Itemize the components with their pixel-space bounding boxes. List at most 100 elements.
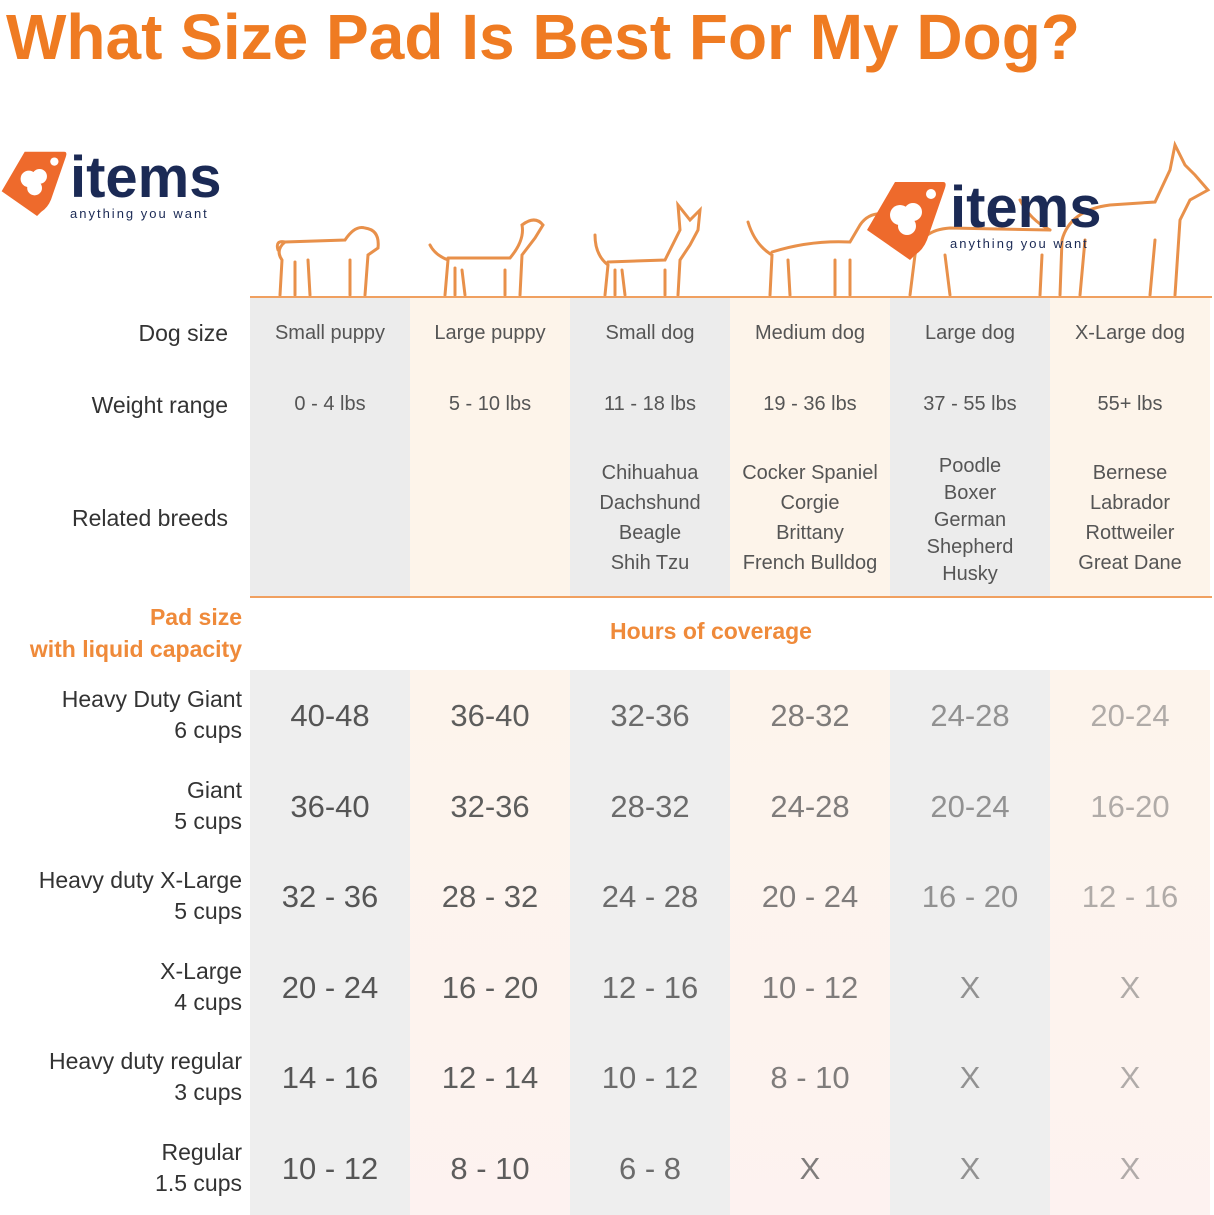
tag-logo-icon [1,151,67,216]
breed-name: Rottweiler [1085,522,1175,544]
breed-name: French Bulldog [742,552,878,574]
hours-value: X [1119,1060,1141,1095]
hours-header: Hours of coverage [610,618,812,644]
logo-word: items [70,145,222,210]
medium-dog-icon [746,212,892,297]
weight-value: 37 - 55 lbs [923,393,1017,415]
breed-name: Bernese [1092,462,1168,484]
column-bg [250,298,410,596]
pad-name: Heavy duty regular [48,1048,242,1074]
pad-name: Giant [187,776,242,803]
hours-value: 32 - 36 [281,879,379,914]
hours-value: 24-28 [770,788,850,824]
dog-size-value: Small dog [605,322,695,344]
column-bg [890,670,1050,1215]
logo-word: items [950,175,1102,240]
hours-value: 32-36 [610,698,690,733]
mid-divider [250,596,1212,598]
hours-value: 36-40 [290,788,370,824]
pad-label: Giant 5 cups [174,775,242,837]
hours-value: 12 - 16 [601,969,699,1005]
logo-tagline: anything you want [950,236,1089,251]
xlarge-dog-icon [1018,140,1211,297]
label-weight: Weight range [91,392,228,418]
hours-value: 6 - 8 [618,1150,682,1186]
hours-value: X [959,1150,981,1186]
breed-name: Shih Tzu [610,552,690,574]
weight-value: 11 - 18 lbs [604,393,696,415]
pad-label: X-Large 4 cups [160,956,242,1018]
hours-value: 32-36 [450,788,530,824]
tag-logo-icon [867,182,946,260]
dog-size-value: Small puppy [274,322,386,344]
top-divider [250,296,1212,298]
column-bg [730,670,890,1215]
column-bg [410,298,570,596]
hours-value: 16 - 20 [441,969,539,1005]
hours-value: 40-48 [290,698,370,733]
pad-cups: 5 cups [174,898,242,924]
page-title: What Size Pad Is Best For My Dog? [6,1,1080,73]
hours-value: 10 - 12 [601,1060,699,1095]
hours-value: 24 - 28 [601,879,699,914]
dog-size-value: Large puppy [434,322,546,344]
pad-cups: 6 cups [174,717,242,743]
dog-size-value: Large dog [924,322,1016,344]
hours-value: 36-40 [450,698,530,733]
column-bg [570,298,730,596]
hours-value: 20 - 24 [761,879,859,914]
label-dog-size: Dog size [138,320,228,346]
hours-value: 28-32 [610,788,690,824]
breed-name: Chihuahua [601,462,699,484]
hours-value: 20-24 [1090,698,1170,733]
weight-value: 19 - 36 lbs [763,393,857,415]
small-dog-icon [593,200,702,297]
column-bg [250,670,410,1215]
column-bg [410,670,570,1215]
pad-cups: 3 cups [174,1079,242,1105]
pad-name: X-Large [160,957,242,984]
hours-value: X [959,969,981,1005]
pad-label: Heavy duty X-Large 5 cups [39,865,242,927]
breed-name: Great Dane [1078,552,1182,574]
breed-name: Boxer [943,481,997,504]
pad-cups: 4 cups [174,988,242,1015]
breed-name: Labrador [1089,492,1171,514]
pad-name: Regular [161,1138,242,1165]
hours-value: 24-28 [930,698,1010,733]
pad-cups: 1.5 cups [155,1169,242,1196]
items-logo-bottom: items anything you want [0,145,222,221]
hours-value: 16 - 20 [921,879,1019,914]
hours-value: 10 - 12 [281,1150,379,1186]
column-bg [730,298,890,596]
breed-name: Cocker Spaniel [742,462,878,484]
dog-silhouettes [275,140,1211,297]
hours-value: X [1119,969,1141,1005]
pad-name: Heavy Duty Giant [61,686,242,712]
breed-name: Poodle [938,454,1002,477]
items-logo-top: items anything you want [865,175,1102,260]
hours-value: X [1119,1150,1141,1186]
column-bg [1050,670,1210,1215]
breed-name: Beagle [618,522,682,544]
breed-name: Husky [942,562,998,585]
hours-value: X [959,1060,981,1095]
weight-value: 5 - 10 lbs [448,393,532,415]
pad-label: Heavy duty regular 3 cups [49,1046,242,1108]
pad-size-header: Pad size with liquid capacity [30,601,242,665]
hours-value: 12 - 16 [1081,879,1179,914]
logo-tagline: anything you want [70,206,209,221]
pad-label: Regular 1.5 cups [155,1137,242,1199]
pad-size-title: Pad size [149,604,242,630]
dog-size-value: X-Large dog [1074,322,1186,344]
hours-value: 14 - 16 [281,1060,379,1095]
breed-name: Dachshund [599,492,701,514]
column-bg [1050,298,1210,596]
large-puppy-icon [428,218,545,297]
pad-name: Heavy duty X-Large [38,867,242,893]
hours-value: 28 - 32 [441,879,539,914]
breed-name: Corgie [780,492,840,514]
hours-value: 20-24 [930,788,1010,824]
small-puppy-icon [275,226,380,297]
column-bg [570,670,730,1215]
